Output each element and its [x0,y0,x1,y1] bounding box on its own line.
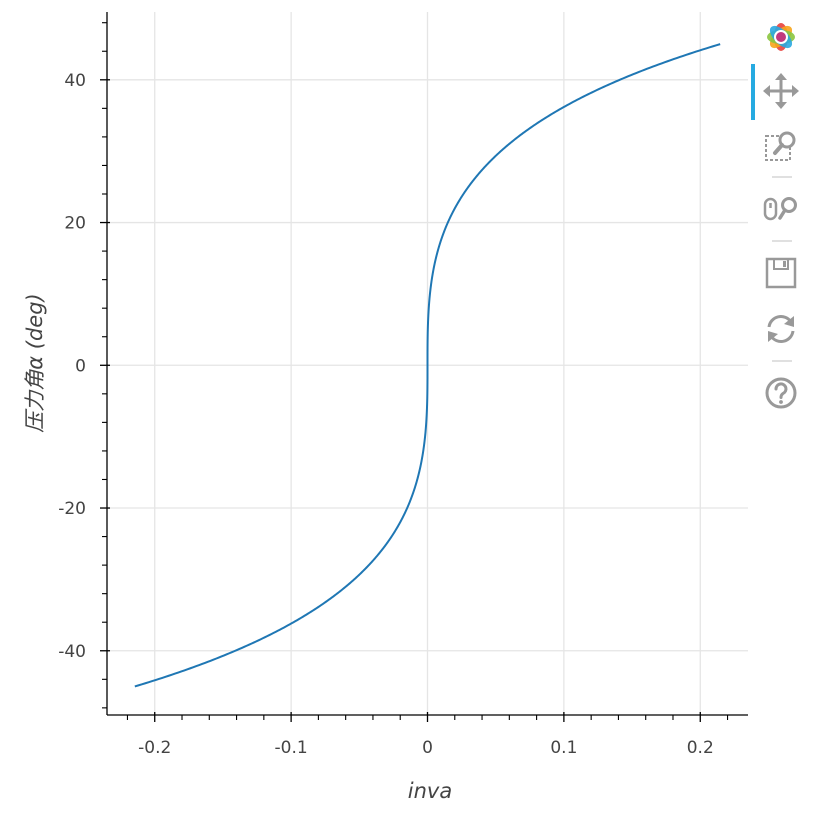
wheel-zoom-icon[interactable] [760,188,802,230]
box-zoom-icon[interactable] [760,126,802,168]
active-tool-indicator [751,64,755,120]
x-tick-label: -0.1 [275,738,308,758]
x-tick-label: 0 [422,738,433,758]
y-tick-label: 20 [64,214,86,234]
x-axis: -0.2 -0.1 0 0.1 0.2 [107,712,748,758]
help-icon[interactable] [760,372,802,414]
bokeh-logo-icon[interactable] [760,16,802,58]
x-tick-label: -0.2 [138,738,171,758]
series-line [134,43,721,688]
toolbar-separator [772,176,792,178]
y-tick-label: 40 [64,71,86,91]
y-axis-label: 压力角α (deg) [23,293,47,432]
toolbar [748,12,818,432]
x-axis-label: inva [408,779,452,803]
save-icon[interactable] [760,252,802,294]
x-tick-label: 0.1 [550,738,577,758]
y-axis: -40 -20 0 20 40 [58,12,110,715]
reset-icon[interactable] [760,308,802,350]
y-tick-label: -40 [58,642,86,662]
y-tick-label: -20 [58,499,86,519]
toolbar-separator [772,240,792,242]
pan-icon[interactable] [760,70,802,112]
line-chart[interactable]: -0.2 -0.1 0 0.1 0.2 -40 -20 0 20 40 inva 压力角α (d… [0,0,748,814]
x-tick-label: 0.2 [687,738,714,758]
y-tick-label: 0 [75,356,86,376]
toolbar-separator [772,360,792,362]
